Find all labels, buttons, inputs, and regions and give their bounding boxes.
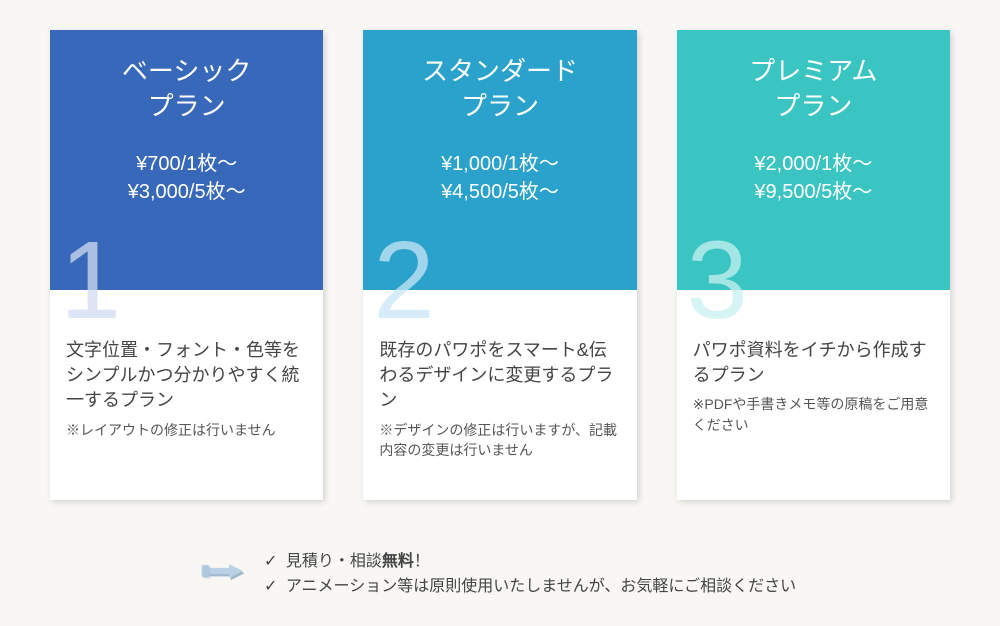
plan-price-line1: ¥2,000/1枚～ — [754, 153, 872, 175]
plan-price-line2: ¥4,500/5枚～ — [441, 181, 559, 203]
plan-card-standard: スタンダード プラン ¥1,000/1枚～ ¥4,500/5枚～ 2 既存のパワ… — [363, 30, 636, 500]
plan-note-standard: ※デザインの修正は行いますが、記載内容の変更は行いません — [379, 420, 620, 461]
plan-note-basic: ※レイアウトの修正は行いません — [66, 420, 307, 440]
footer-line-2: ✓ アニメーション等は原則使用いたしませんが、お気軽にご相談ください — [264, 574, 940, 600]
footer-line1-strong: 無料 — [382, 553, 414, 570]
plan-number-basic: 1 — [60, 226, 121, 336]
footer-text: ✓ 見積り・相談無料！ ✓ アニメーション等は原則使用いたしませんが、お気軽にご… — [264, 549, 940, 600]
check-icon: ✓ — [264, 553, 277, 570]
plan-number-premium: 3 — [687, 226, 748, 336]
footer-line1-prefix: 見積り・相談 — [286, 553, 382, 570]
plan-title-line2: プラン — [774, 91, 852, 121]
plan-price-basic: ¥700/1枚～ ¥3,000/5枚～ — [62, 150, 311, 206]
plan-desc-standard: 既存のパワポをスマート&伝わるデザインに変更するプラン — [379, 338, 620, 414]
plan-header-premium: プレミアム プラン ¥2,000/1枚～ ¥9,500/5枚～ 3 — [677, 30, 950, 290]
plan-price-line2: ¥9,500/5枚～ — [754, 181, 872, 203]
plan-title-line1: プレミアム — [749, 56, 877, 86]
plan-price-line2: ¥3,000/5枚～ — [128, 181, 246, 203]
plan-title-line2: プラン — [148, 91, 226, 121]
plan-title-line1: スタンダード — [422, 56, 578, 86]
plan-price-premium: ¥2,000/1枚～ ¥9,500/5枚～ — [689, 150, 938, 206]
plan-price-line1: ¥700/1枚～ — [136, 153, 237, 175]
plan-note-premium: ※PDFや手書きメモ等の原稿をご用意ください — [693, 394, 934, 435]
plan-title-standard: スタンダード プラン — [375, 54, 624, 124]
footer-notes: ✓ 見積り・相談無料！ ✓ アニメーション等は原則使用いたしませんが、お気軽にご… — [200, 549, 940, 600]
plan-title-line1: ベーシック — [122, 56, 251, 86]
plan-desc-basic: 文字位置・フォント・色等をシンプルかつ分かりやすく統一するプラン — [66, 338, 307, 414]
plan-price-line1: ¥1,000/1枚～ — [441, 153, 559, 175]
plan-card-basic: ベーシック プラン ¥700/1枚～ ¥3,000/5枚～ 1 文字位置・フォン… — [50, 30, 323, 500]
footer-line-1: ✓ 見積り・相談無料！ — [264, 549, 940, 575]
plan-desc-premium: パワポ資料をイチから作成するプラン — [693, 338, 934, 388]
plan-number-standard: 2 — [373, 226, 434, 336]
plan-cards-row: ベーシック プラン ¥700/1枚～ ¥3,000/5枚～ 1 文字位置・フォン… — [0, 0, 1000, 500]
plan-title-premium: プレミアム プラン — [689, 54, 938, 124]
check-icon: ✓ — [264, 578, 277, 595]
plan-title-basic: ベーシック プラン — [62, 54, 311, 124]
plan-card-premium: プレミアム プラン ¥2,000/1枚～ ¥9,500/5枚～ 3 パワポ資料を… — [677, 30, 950, 500]
plan-title-line2: プラン — [461, 91, 539, 121]
plan-price-standard: ¥1,000/1枚～ ¥4,500/5枚～ — [375, 150, 624, 206]
pointing-hand-icon — [200, 553, 246, 589]
footer-line2-text: アニメーション等は原則使用いたしませんが、お気軽にご相談ください — [286, 578, 796, 595]
footer-line1-suffix: ！ — [414, 553, 430, 570]
plan-header-standard: スタンダード プラン ¥1,000/1枚～ ¥4,500/5枚～ 2 — [363, 30, 636, 290]
plan-header-basic: ベーシック プラン ¥700/1枚～ ¥3,000/5枚～ 1 — [50, 30, 323, 290]
